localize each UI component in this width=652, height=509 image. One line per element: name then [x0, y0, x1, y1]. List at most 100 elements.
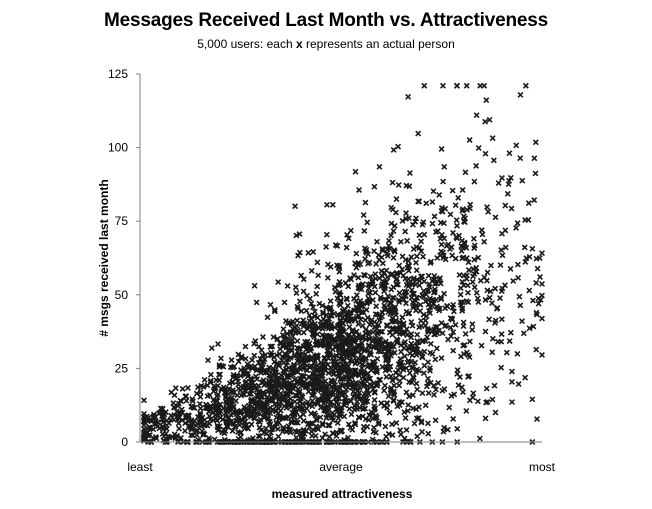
data-point [310, 426, 317, 433]
data-point [488, 262, 494, 269]
data-point [306, 318, 313, 325]
data-point [393, 281, 400, 288]
data-point [382, 367, 389, 374]
data-point [457, 291, 464, 298]
data-point [270, 334, 277, 341]
data-point [355, 355, 362, 362]
data-point [251, 415, 258, 422]
data-point [294, 317, 301, 324]
data-point [406, 183, 413, 190]
data-point [167, 416, 174, 423]
data-point [379, 273, 386, 280]
data-point [288, 346, 295, 353]
data-point [450, 416, 457, 422]
data-point [280, 326, 287, 333]
data-point [364, 314, 371, 321]
data-point [466, 137, 473, 143]
data-point [519, 177, 526, 184]
data-point [520, 330, 527, 337]
data-point [397, 427, 404, 434]
data-point [358, 365, 365, 372]
data-point [438, 355, 445, 362]
data-point [423, 383, 430, 390]
data-point [260, 358, 267, 365]
data-point [364, 370, 371, 377]
data-point [233, 409, 240, 416]
data-point [453, 217, 460, 224]
data-point [257, 392, 264, 399]
data-point [157, 409, 164, 416]
x-axis-ticks: least average most [127, 460, 555, 474]
data-point [321, 334, 328, 341]
data-point [424, 325, 431, 332]
data-point [376, 317, 383, 324]
data-point [419, 390, 426, 397]
data-point [255, 359, 262, 366]
data-point [256, 419, 263, 425]
data-point [264, 397, 271, 404]
data-point [473, 289, 480, 296]
data-point [340, 351, 347, 358]
data-point [228, 357, 235, 364]
data-point [514, 350, 521, 357]
data-point [402, 256, 409, 263]
data-point [398, 321, 405, 328]
data-point [360, 271, 367, 278]
data-point [452, 255, 459, 262]
data-point [456, 374, 463, 381]
data-point [368, 382, 375, 389]
data-point [150, 435, 157, 441]
data-point [495, 180, 502, 187]
data-point [455, 382, 462, 389]
data-point [276, 380, 283, 387]
data-point [267, 301, 274, 308]
data-point [306, 312, 313, 319]
data-point [331, 310, 337, 317]
data-point [365, 251, 372, 258]
data-point [285, 423, 292, 430]
data-point [352, 168, 359, 175]
data-point [353, 250, 360, 257]
data-point [344, 336, 351, 343]
data-point [264, 414, 271, 421]
data-point [483, 385, 490, 392]
data-point [416, 367, 423, 374]
data-point [229, 379, 236, 386]
data-point [389, 331, 396, 338]
data-point [335, 395, 342, 402]
data-point [275, 279, 282, 286]
data-point [189, 403, 196, 410]
data-point [357, 316, 364, 323]
data-point [406, 281, 413, 288]
data-point [385, 242, 392, 249]
data-point [466, 373, 473, 379]
data-point [418, 248, 425, 255]
data-point [352, 372, 359, 379]
data-point [464, 289, 471, 296]
data-point [473, 162, 480, 169]
data-point [373, 414, 380, 421]
data-point [458, 384, 465, 391]
data-point [517, 91, 524, 98]
data-point [386, 409, 393, 416]
data-point [401, 345, 407, 352]
data-point [377, 294, 384, 301]
data-point [231, 409, 238, 416]
scatter-points [141, 82, 545, 445]
data-point [396, 262, 403, 269]
data-point [346, 350, 353, 357]
data-point [406, 170, 413, 176]
data-point [170, 400, 177, 407]
data-point [531, 197, 538, 204]
data-point [325, 370, 332, 377]
data-point [434, 324, 441, 330]
data-point [292, 428, 299, 434]
data-point [484, 287, 491, 294]
data-point [405, 93, 412, 100]
data-point [508, 205, 515, 212]
data-point [256, 390, 263, 397]
data-point [303, 400, 310, 407]
data-point [336, 262, 343, 269]
data-point [329, 201, 336, 208]
data-point [505, 181, 512, 188]
